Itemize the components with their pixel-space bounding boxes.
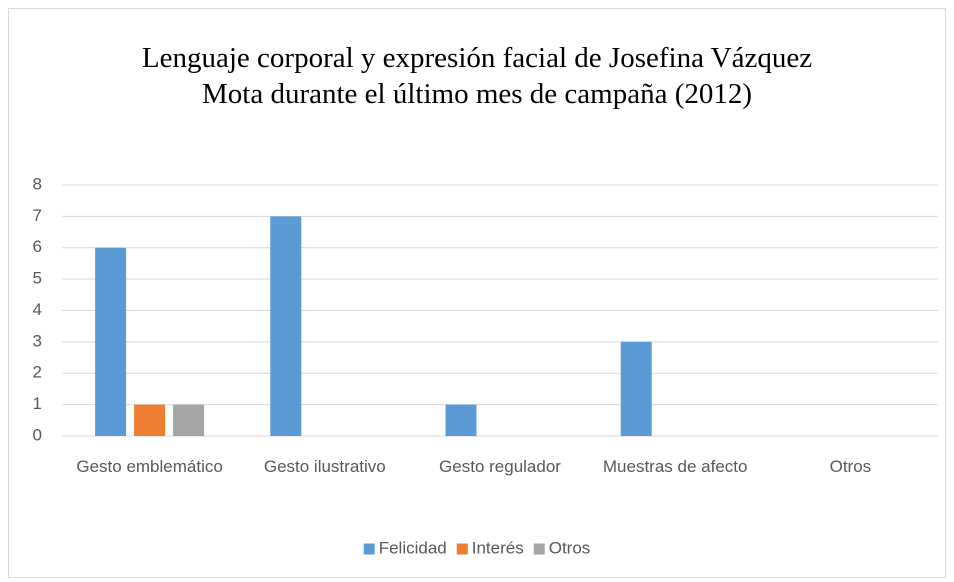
bar: [95, 247, 127, 436]
legend-swatch: [363, 543, 375, 555]
y-tick-label: 5: [33, 269, 42, 288]
y-tick-label: 8: [33, 174, 42, 193]
x-tick-label: Muestras de afecto: [602, 457, 748, 476]
bar: [134, 404, 166, 436]
bar: [173, 404, 205, 436]
x-tick-label: Gesto ilustrativo: [263, 457, 386, 476]
bar: [270, 216, 302, 436]
legend-label: Felicidad: [379, 538, 447, 557]
legend-label: Otros: [549, 538, 591, 557]
bar: [620, 341, 652, 436]
y-tick-label: 1: [33, 394, 42, 413]
chart-border: [8, 8, 946, 578]
chart-title: Lenguaje corporal y expresión facial de …: [141, 42, 813, 110]
x-tick-label: Otros: [829, 457, 872, 476]
y-tick-label: 3: [33, 331, 42, 350]
y-tick-label: 4: [33, 300, 42, 319]
legend-label: Interés: [472, 538, 524, 557]
y-tick-label: 6: [33, 237, 42, 256]
bar: [445, 404, 477, 436]
x-tick-label: Gesto regulador: [439, 457, 561, 476]
x-tick-label: Gesto emblemático: [76, 457, 223, 476]
y-tick-label: 0: [33, 425, 42, 444]
legend-swatch: [456, 543, 468, 555]
legend-swatch: [533, 543, 545, 555]
y-tick-label: 2: [33, 363, 42, 382]
y-tick-label: 7: [33, 206, 42, 225]
